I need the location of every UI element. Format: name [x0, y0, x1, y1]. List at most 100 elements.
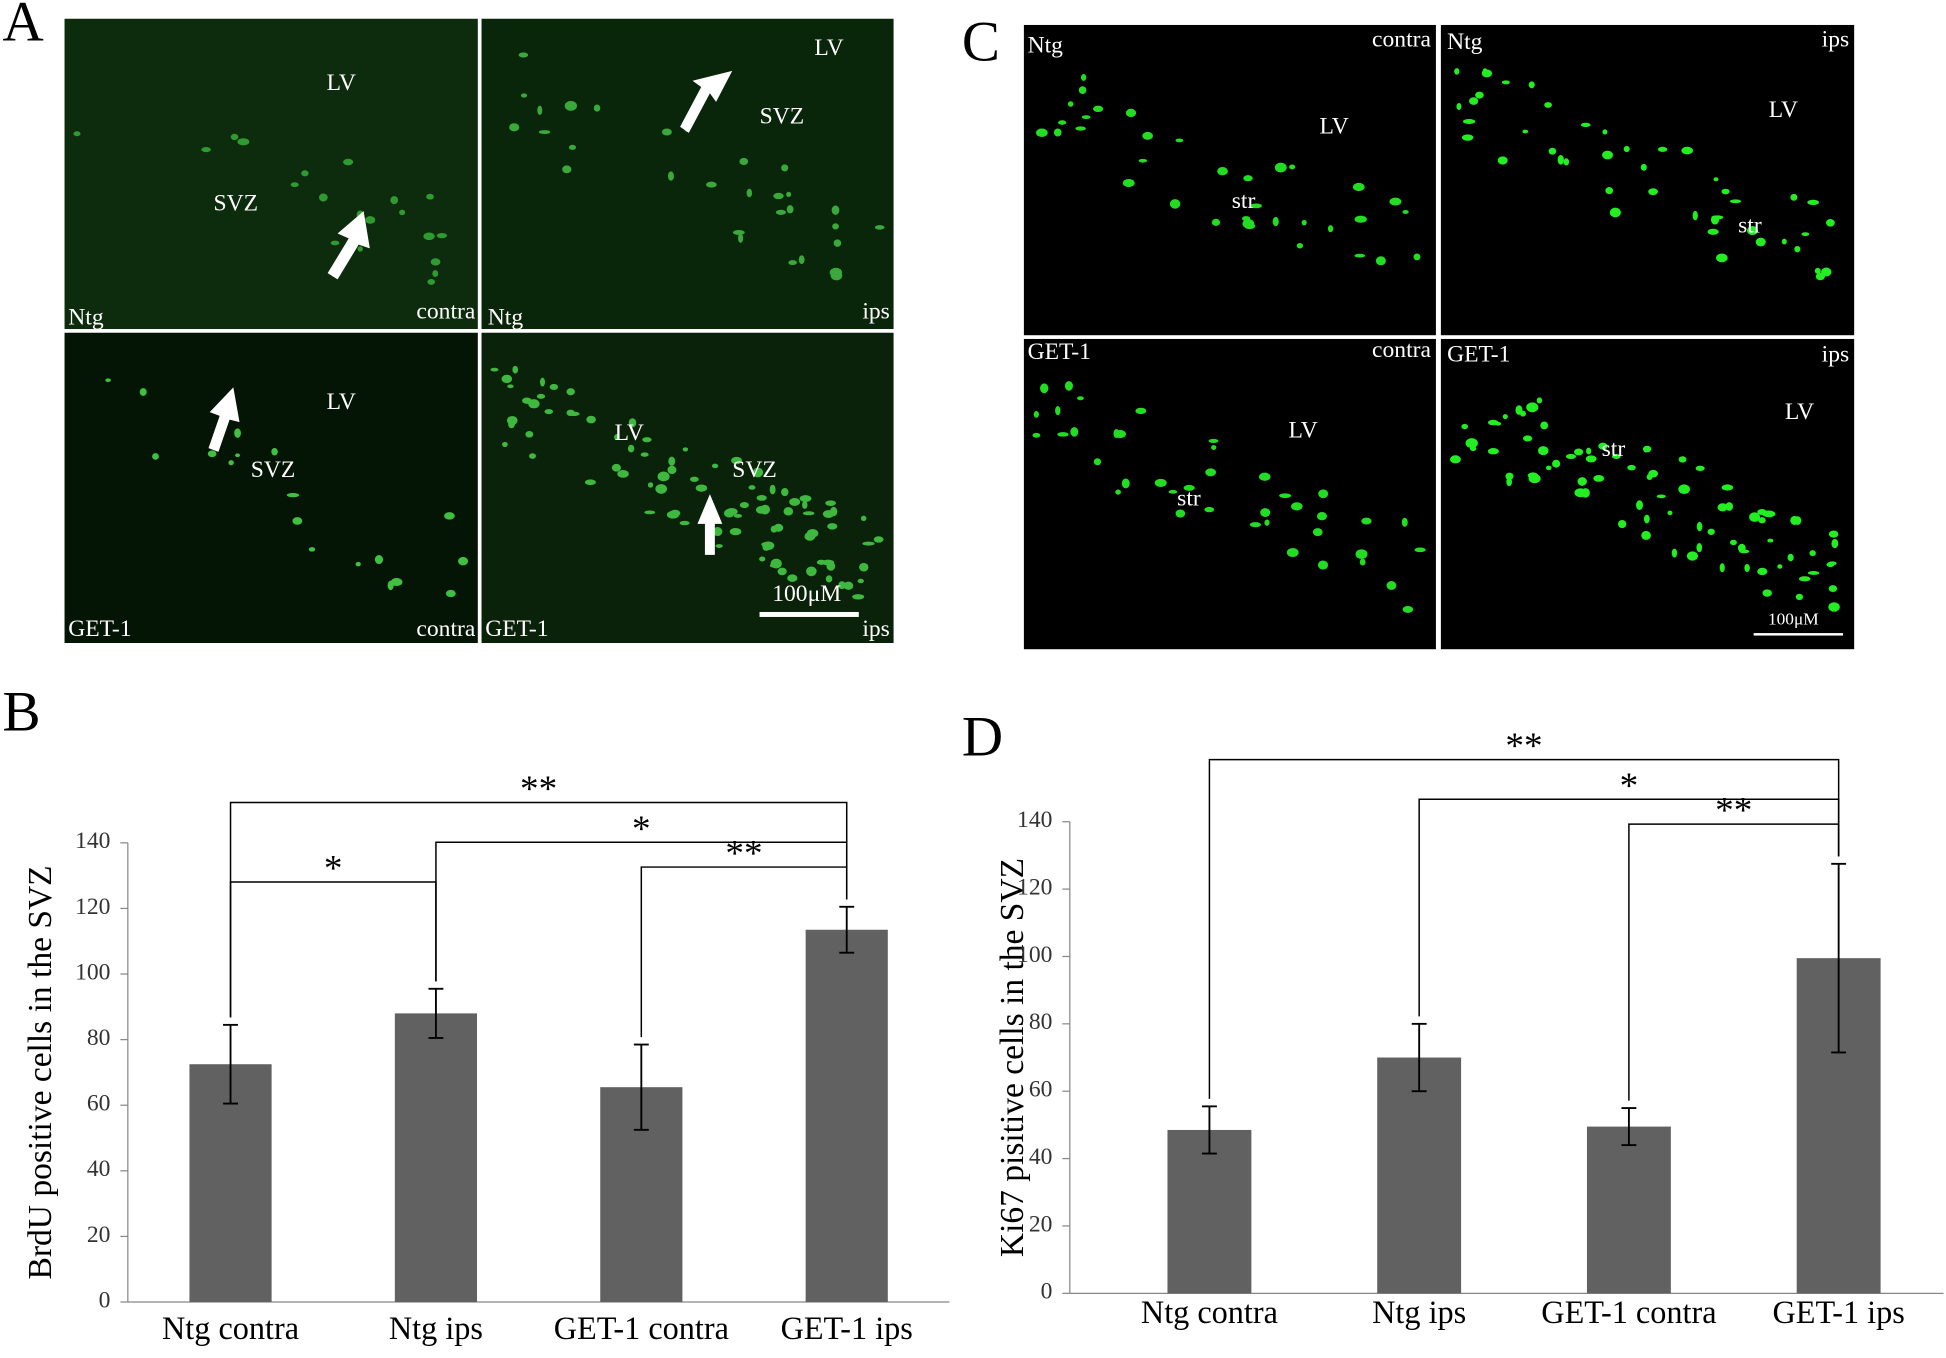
cell	[1260, 508, 1271, 517]
cell	[1528, 81, 1535, 89]
cell	[738, 233, 744, 243]
cell	[1121, 478, 1130, 489]
significance-bracket	[640, 866, 848, 1038]
cell	[825, 575, 833, 583]
y-tick-label: 60	[87, 1091, 111, 1117]
cell	[1777, 564, 1783, 569]
cell	[1291, 502, 1303, 511]
cell	[423, 232, 435, 241]
cell	[1755, 237, 1766, 247]
cell	[706, 181, 717, 188]
cell	[390, 578, 403, 586]
cell	[729, 527, 742, 536]
cell	[1686, 551, 1699, 561]
scale-bar	[759, 611, 859, 617]
cell	[1217, 167, 1228, 176]
cell	[1762, 510, 1775, 518]
cell	[1605, 187, 1614, 195]
cell	[1671, 548, 1678, 558]
cell	[829, 267, 843, 278]
cell	[773, 192, 784, 200]
cell	[1577, 477, 1587, 486]
cell	[237, 138, 250, 146]
cell	[640, 452, 649, 457]
y-tick-label: 100	[1017, 942, 1052, 968]
cell	[1211, 218, 1221, 226]
cell	[756, 495, 767, 501]
cell	[827, 523, 838, 530]
y-tick-label: 40	[87, 1156, 111, 1182]
micrograph	[1440, 338, 1855, 650]
cell	[783, 507, 794, 516]
cell	[857, 578, 864, 584]
cell	[1449, 455, 1461, 464]
cell	[1522, 129, 1529, 134]
cell	[733, 513, 743, 518]
image-label: LV	[1785, 399, 1814, 425]
image-label: str	[1177, 486, 1201, 512]
cell	[1175, 138, 1184, 143]
cell	[1540, 421, 1549, 430]
cell	[777, 567, 787, 576]
cell	[775, 209, 786, 215]
cell	[538, 130, 551, 135]
image-label: contra	[1372, 337, 1431, 363]
image-label: LV	[1288, 417, 1317, 443]
cell	[1602, 150, 1613, 160]
cell	[1506, 477, 1512, 487]
significance-label: **	[1505, 726, 1542, 767]
cell	[1264, 519, 1270, 526]
panel-letter: B	[2, 681, 40, 744]
cell	[1716, 253, 1728, 263]
cell	[1138, 158, 1148, 163]
cell	[1545, 465, 1552, 471]
cell	[1831, 538, 1839, 549]
error-bar	[1831, 862, 1847, 1054]
cell	[1828, 585, 1838, 592]
cell	[152, 453, 159, 460]
cell	[1414, 547, 1426, 553]
cell	[1522, 435, 1533, 442]
cell	[1205, 468, 1217, 477]
cell	[207, 450, 217, 458]
cell	[540, 377, 546, 387]
error-bar	[428, 987, 444, 1039]
micrograph	[64, 18, 478, 330]
cell	[1746, 226, 1758, 236]
cell	[1563, 158, 1570, 166]
cell	[1078, 86, 1087, 95]
cell	[1317, 560, 1329, 570]
cell	[1814, 267, 1821, 274]
cell	[1482, 68, 1488, 76]
y-tick-label: 40	[1029, 1144, 1053, 1170]
image-label: Ntg	[1447, 29, 1483, 55]
cell	[761, 542, 771, 547]
cell	[1318, 489, 1329, 499]
cell	[1767, 538, 1774, 543]
cell	[657, 471, 670, 482]
cell	[1696, 543, 1703, 553]
cell	[1067, 101, 1074, 107]
image-label: contra	[416, 616, 475, 642]
cell	[627, 444, 635, 453]
cell	[1354, 215, 1367, 223]
cell	[838, 581, 846, 590]
cell	[1465, 438, 1478, 449]
cell	[390, 196, 399, 205]
y-tick-label: 60	[1029, 1077, 1053, 1103]
bar	[1167, 1129, 1252, 1294]
cell	[1636, 500, 1643, 511]
cell	[522, 397, 532, 404]
cell	[781, 164, 789, 172]
x-tick-label: GET-1 contra	[554, 1310, 729, 1346]
cell	[1352, 182, 1365, 192]
error-bar	[1201, 1105, 1217, 1155]
cell	[230, 133, 239, 141]
cell	[1574, 488, 1587, 498]
cell	[566, 409, 575, 417]
cell	[1169, 199, 1181, 209]
cell	[746, 188, 753, 198]
cell	[1505, 472, 1514, 480]
cell	[1641, 530, 1651, 540]
